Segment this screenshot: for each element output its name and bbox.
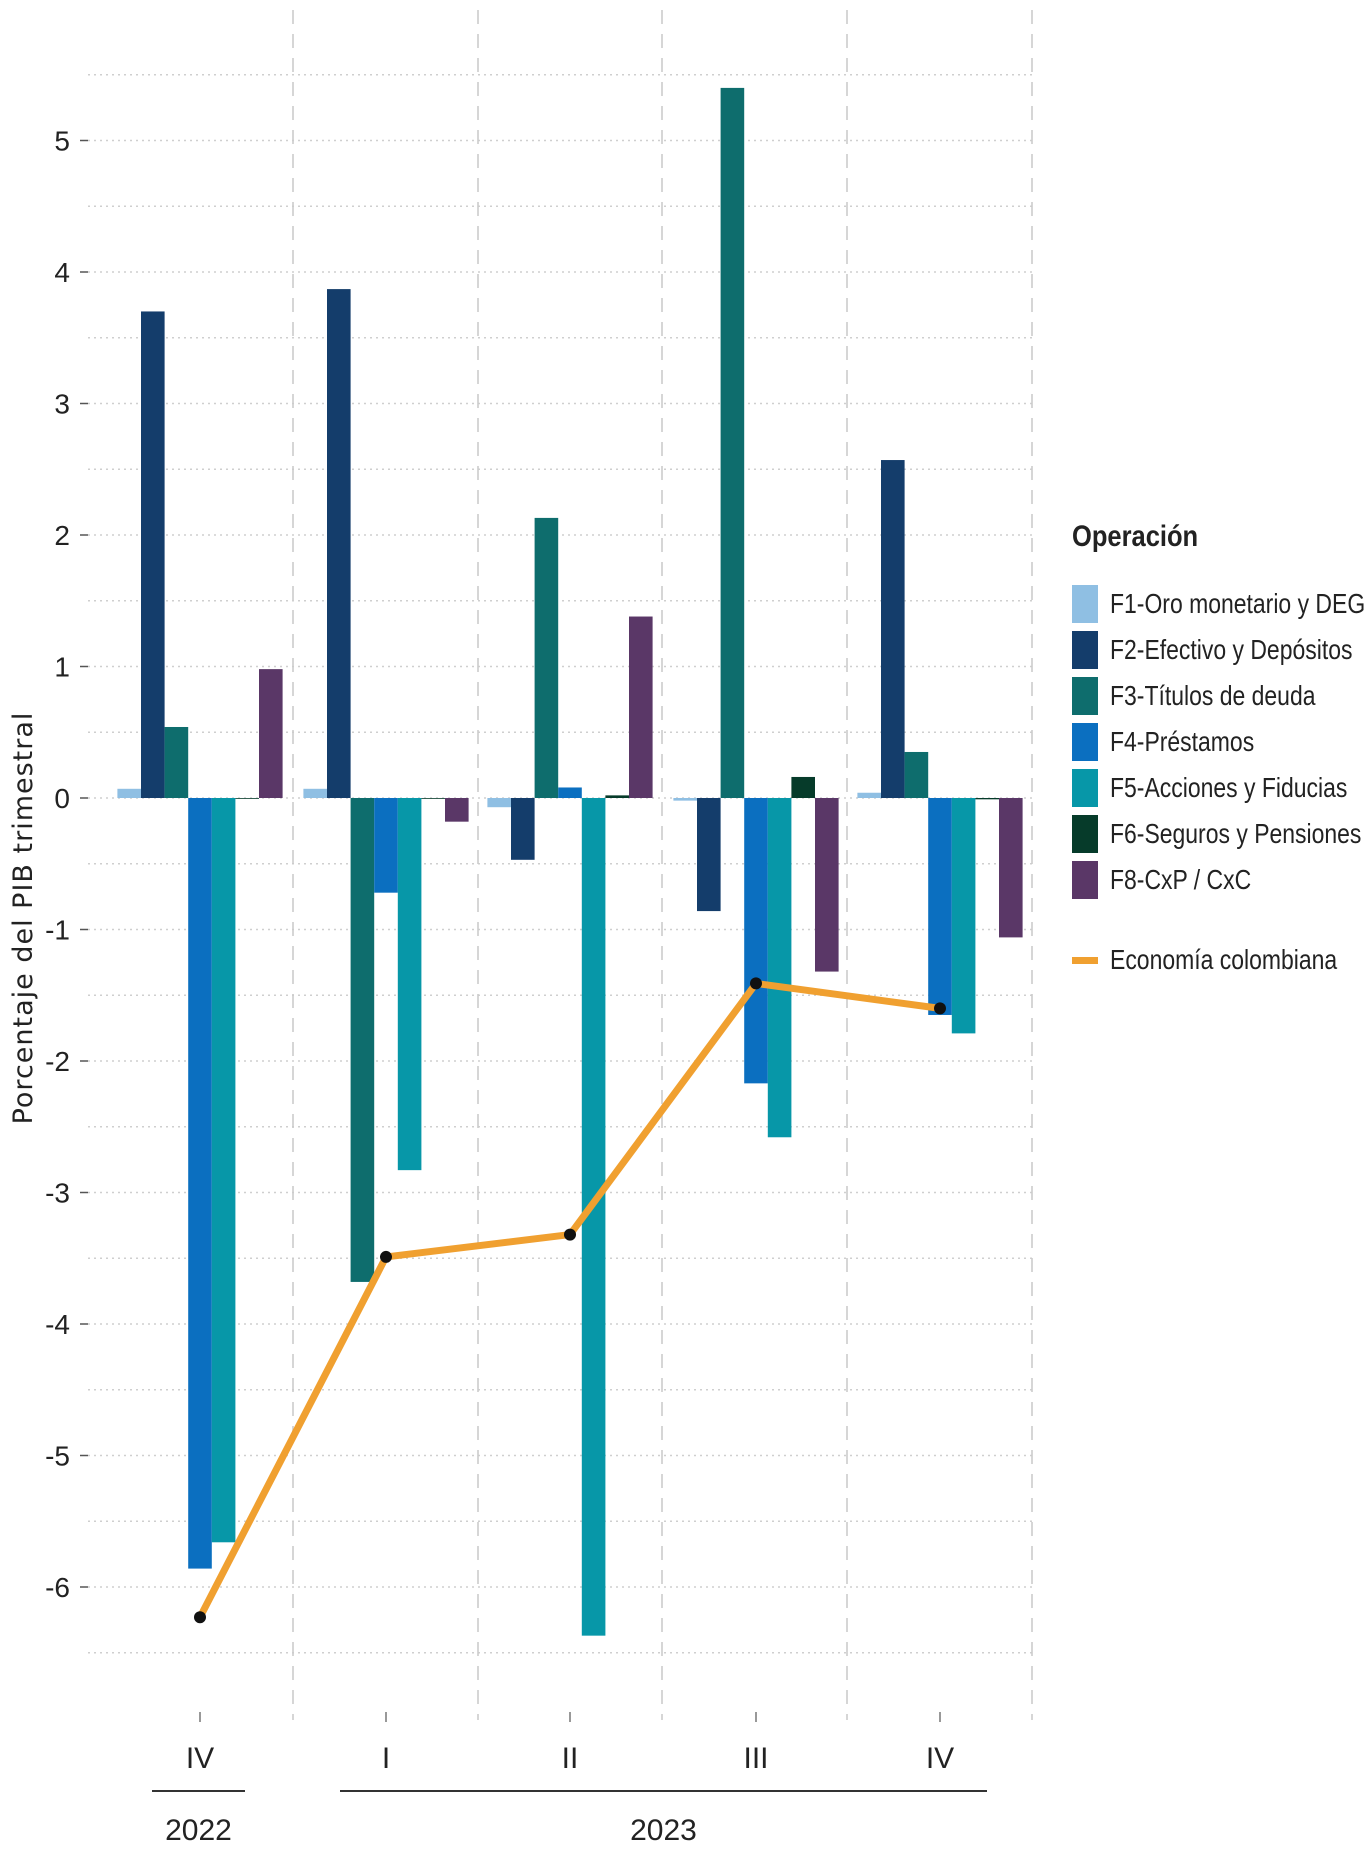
legend-swatch [1072, 631, 1098, 669]
line-point [380, 1250, 392, 1263]
bar [487, 798, 511, 808]
y-tick-label: 3 [54, 389, 70, 420]
x-tick-label: II [562, 1742, 579, 1775]
y-tick-label: -6 [45, 1572, 70, 1603]
bar [303, 788, 327, 798]
legend-item: F2-Efectivo y Depósitos [1072, 628, 1372, 672]
line-point [934, 1002, 946, 1015]
legend-item: F3-Títulos de deuda [1072, 674, 1372, 718]
bar [397, 798, 422, 1171]
bar [235, 798, 259, 799]
bar [211, 798, 236, 1543]
x-tick-label: I [382, 1742, 390, 1775]
bar [999, 798, 1023, 938]
bar [720, 87, 745, 798]
legend-label: F4-Préstamos [1110, 726, 1255, 757]
bar [857, 792, 881, 798]
legend-item: F8-CxP / CxC [1072, 858, 1372, 902]
line-series-economia [196, 979, 941, 1619]
legend-item: F6-Seguros y Pensiones [1072, 812, 1372, 856]
bar [629, 616, 653, 798]
bar [421, 798, 445, 799]
bar [534, 517, 559, 798]
legend-item: F1-Oro monetario y DEG [1072, 582, 1372, 626]
legend-title: Operación [1072, 520, 1199, 553]
legend-label: F8-CxP / CxC [1110, 864, 1252, 895]
bar [815, 798, 839, 972]
legend-label: Economía colombiana [1110, 944, 1338, 975]
bar [581, 798, 606, 1636]
y-tick-label: -4 [45, 1309, 70, 1340]
y-tick-label: -2 [45, 1046, 70, 1077]
legend-swatch [1072, 723, 1098, 761]
y-tick-label: 1 [54, 652, 70, 683]
y-tick-label: 0 [54, 783, 70, 814]
bar [327, 289, 351, 798]
legend-swatch [1072, 585, 1098, 623]
y-tick-label: -5 [45, 1441, 70, 1472]
bar [904, 751, 929, 798]
y-tick-label: 5 [54, 126, 70, 157]
x-tick-label: III [743, 1742, 768, 1775]
bar [744, 798, 768, 1084]
line-point [564, 1228, 576, 1241]
bar [558, 787, 582, 798]
bar [117, 788, 141, 798]
bar [350, 798, 375, 1282]
legend-swatch [1072, 861, 1098, 899]
bar [374, 798, 398, 893]
y-tick-label: -3 [45, 1178, 70, 1209]
x-tick-label: IV [926, 1742, 954, 1775]
legend: Operación F1-Oro monetario y DEG F2-Efect… [1072, 520, 1372, 982]
y-tick-label: -1 [45, 915, 70, 946]
bar [188, 798, 212, 1569]
legend-label: F5-Acciones y Fiducias [1110, 772, 1348, 803]
line-point [194, 1611, 206, 1624]
line-point [750, 977, 762, 990]
legend-swatch [1072, 815, 1098, 853]
bar [445, 798, 469, 822]
legend-swatch [1072, 769, 1098, 807]
bar [767, 798, 792, 1138]
bar [511, 798, 535, 860]
bar [697, 798, 721, 912]
bar [141, 311, 165, 798]
bar [164, 726, 189, 798]
legend-item: F5-Acciones y Fiducias [1072, 766, 1372, 810]
y-tick-label: 2 [54, 520, 70, 551]
bar [673, 798, 697, 801]
bar [928, 798, 952, 1015]
x-tick-label: IV [186, 1742, 214, 1775]
bar [881, 460, 905, 798]
legend-item-economia: Economía colombiana [1072, 938, 1372, 982]
legend-label: F3-Títulos de deuda [1110, 680, 1316, 711]
year-label: 2022 [165, 1814, 232, 1847]
bar [791, 776, 815, 798]
y-tick-label: 4 [54, 257, 70, 288]
bar [975, 798, 999, 800]
legend-line-swatch [1072, 956, 1098, 964]
bar [259, 669, 283, 798]
bar [605, 795, 629, 798]
legend-label: F1-Oro monetario y DEG [1110, 588, 1366, 619]
legend-label: F6-Seguros y Pensiones [1110, 818, 1362, 849]
y-axis-label: Porcentaje del PIB trimestral [8, 712, 39, 1125]
legend-label: F2-Efectivo y Depósitos [1110, 634, 1353, 665]
legend-item: F4-Préstamos [1072, 720, 1372, 764]
year-label: 2023 [630, 1814, 697, 1847]
bar [951, 798, 976, 1034]
legend-swatch [1072, 677, 1098, 715]
